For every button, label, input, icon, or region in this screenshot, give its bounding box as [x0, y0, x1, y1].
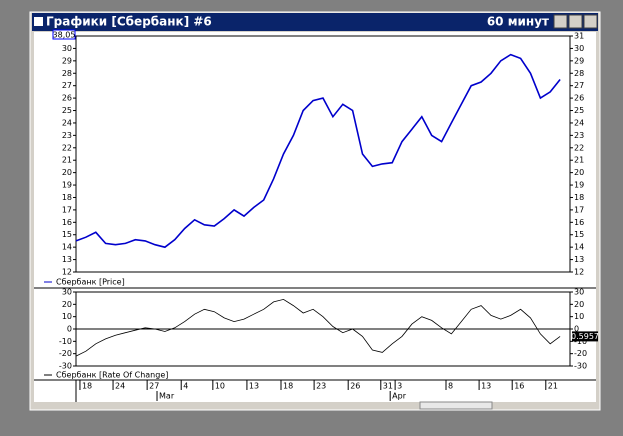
x-tick-label: 26 — [350, 382, 360, 391]
y-tick-label: 16 — [574, 218, 584, 227]
legend-label: Сбербанк [Rate Of Change] — [56, 371, 168, 380]
timeframe: 60 минут — [487, 15, 549, 29]
y-tick-label: 19 — [62, 181, 72, 190]
y-tick-label: 13 — [574, 255, 584, 264]
month-label: Mar — [159, 392, 175, 401]
y-tick-label: 13 — [62, 255, 72, 264]
y-tick-label: 30 — [62, 288, 72, 297]
y-tick-label: 10 — [62, 312, 72, 321]
app-icon — [34, 17, 43, 26]
x-tick-label: 21 — [548, 382, 558, 391]
y-tick-label: 12 — [574, 268, 584, 277]
title-bar — [32, 13, 598, 31]
price-frame — [75, 35, 571, 273]
chart-area — [34, 32, 596, 402]
y-tick-label: 21 — [574, 156, 584, 165]
x-tick-label: 13 — [249, 382, 259, 391]
y-tick-label: 26 — [574, 94, 584, 103]
y-tick-label: 24 — [62, 118, 72, 127]
series-line — [75, 53, 561, 249]
x-tick-label: 23 — [316, 382, 326, 391]
y-tick-label: 19 — [574, 181, 584, 190]
y-tick-label: 22 — [62, 143, 72, 152]
y-tick-label: 26 — [62, 94, 72, 103]
y-tick-label: -10 — [59, 337, 72, 346]
y-tick-label: 0 — [67, 325, 72, 334]
corner-label: 38,05 — [53, 31, 76, 40]
y-tick-label: 20 — [62, 168, 72, 177]
y-tick-label: 12 — [62, 268, 72, 277]
y-tick-label: 23 — [574, 131, 584, 140]
x-tick-label: 16 — [514, 382, 524, 391]
scroll-thumb[interactable] — [419, 401, 493, 410]
y-tick-label: 15 — [62, 230, 72, 239]
y-tick-label: 25 — [62, 106, 72, 115]
x-tick-label: 27 — [149, 382, 159, 391]
y-tick-label: 23 — [62, 131, 72, 140]
y-tick-label: 27 — [62, 81, 72, 90]
y-tick-label: 20 — [574, 168, 584, 177]
window-title: Графики [Сбербанк] #6 — [46, 15, 212, 29]
close-button[interactable] — [583, 14, 598, 29]
y-tick-label: 14 — [574, 243, 584, 252]
y-tick-label: 25 — [574, 106, 584, 115]
y-tick-label: 18 — [574, 193, 584, 202]
y-tick-label: 28 — [574, 69, 584, 78]
x-tick-label: 31 — [383, 382, 393, 391]
y-tick-label: 17 — [62, 205, 72, 214]
x-tick-label: 18 — [82, 382, 92, 391]
x-tick-label: 4 — [183, 382, 188, 391]
plots: 12 12 13 13 14 14 15 15 16 16 17 17 18 18 19 19 20 20 21 21… — [44, 29, 599, 401]
y-tick-label: -20 — [59, 349, 72, 358]
month-label: Apr — [392, 392, 407, 401]
x-tick-label: 13 — [481, 382, 491, 391]
last-value-label: 0.5957 — [571, 332, 599, 341]
y-tick-label: 28 — [62, 69, 72, 78]
x-tick-label: 18 — [283, 382, 293, 391]
last-value-box — [572, 331, 598, 342]
y-tick-label: 14 — [62, 243, 72, 252]
scrollbar[interactable] — [34, 402, 596, 409]
y-tick-label: 30 — [574, 288, 584, 297]
y-tick-label: -30 — [59, 362, 72, 371]
corner-box — [52, 29, 76, 40]
x-tick-label: 10 — [215, 382, 225, 391]
y-tick-label: 27 — [574, 81, 584, 90]
y-tick-label: 29 — [62, 56, 72, 65]
y-tick-label: 29 — [574, 56, 584, 65]
y-tick-label: 21 — [62, 156, 72, 165]
y-tick-label: 10 — [574, 312, 584, 321]
y-tick-label: -20 — [574, 349, 587, 358]
y-tick-label: 30 — [62, 44, 72, 53]
y-tick-label: -30 — [574, 362, 587, 371]
legend-label: Сбербанк [Price] — [56, 278, 125, 287]
x-tick-label: 24 — [115, 382, 125, 391]
y-tick-label: 17 — [574, 205, 584, 214]
y-tick-label: 22 — [574, 143, 584, 152]
x-tick-label: 8 — [448, 382, 453, 391]
y-tick-label: 24 — [574, 118, 584, 127]
y-tick-label: 20 — [574, 300, 584, 309]
y-tick-label: 0 — [574, 325, 579, 334]
y-tick-label: 20 — [62, 300, 72, 309]
x-tick-label: 3 — [397, 382, 402, 391]
y-tick-label: 31 — [574, 32, 584, 41]
y-tick-label: 30 — [574, 44, 584, 53]
y-tick-label: 18 — [62, 193, 72, 202]
y-tick-label: 15 — [574, 230, 584, 239]
y-tick-label: 16 — [62, 218, 72, 227]
maximize-button[interactable] — [568, 14, 583, 29]
minimize-button[interactable] — [553, 14, 568, 29]
series-line — [75, 298, 561, 357]
